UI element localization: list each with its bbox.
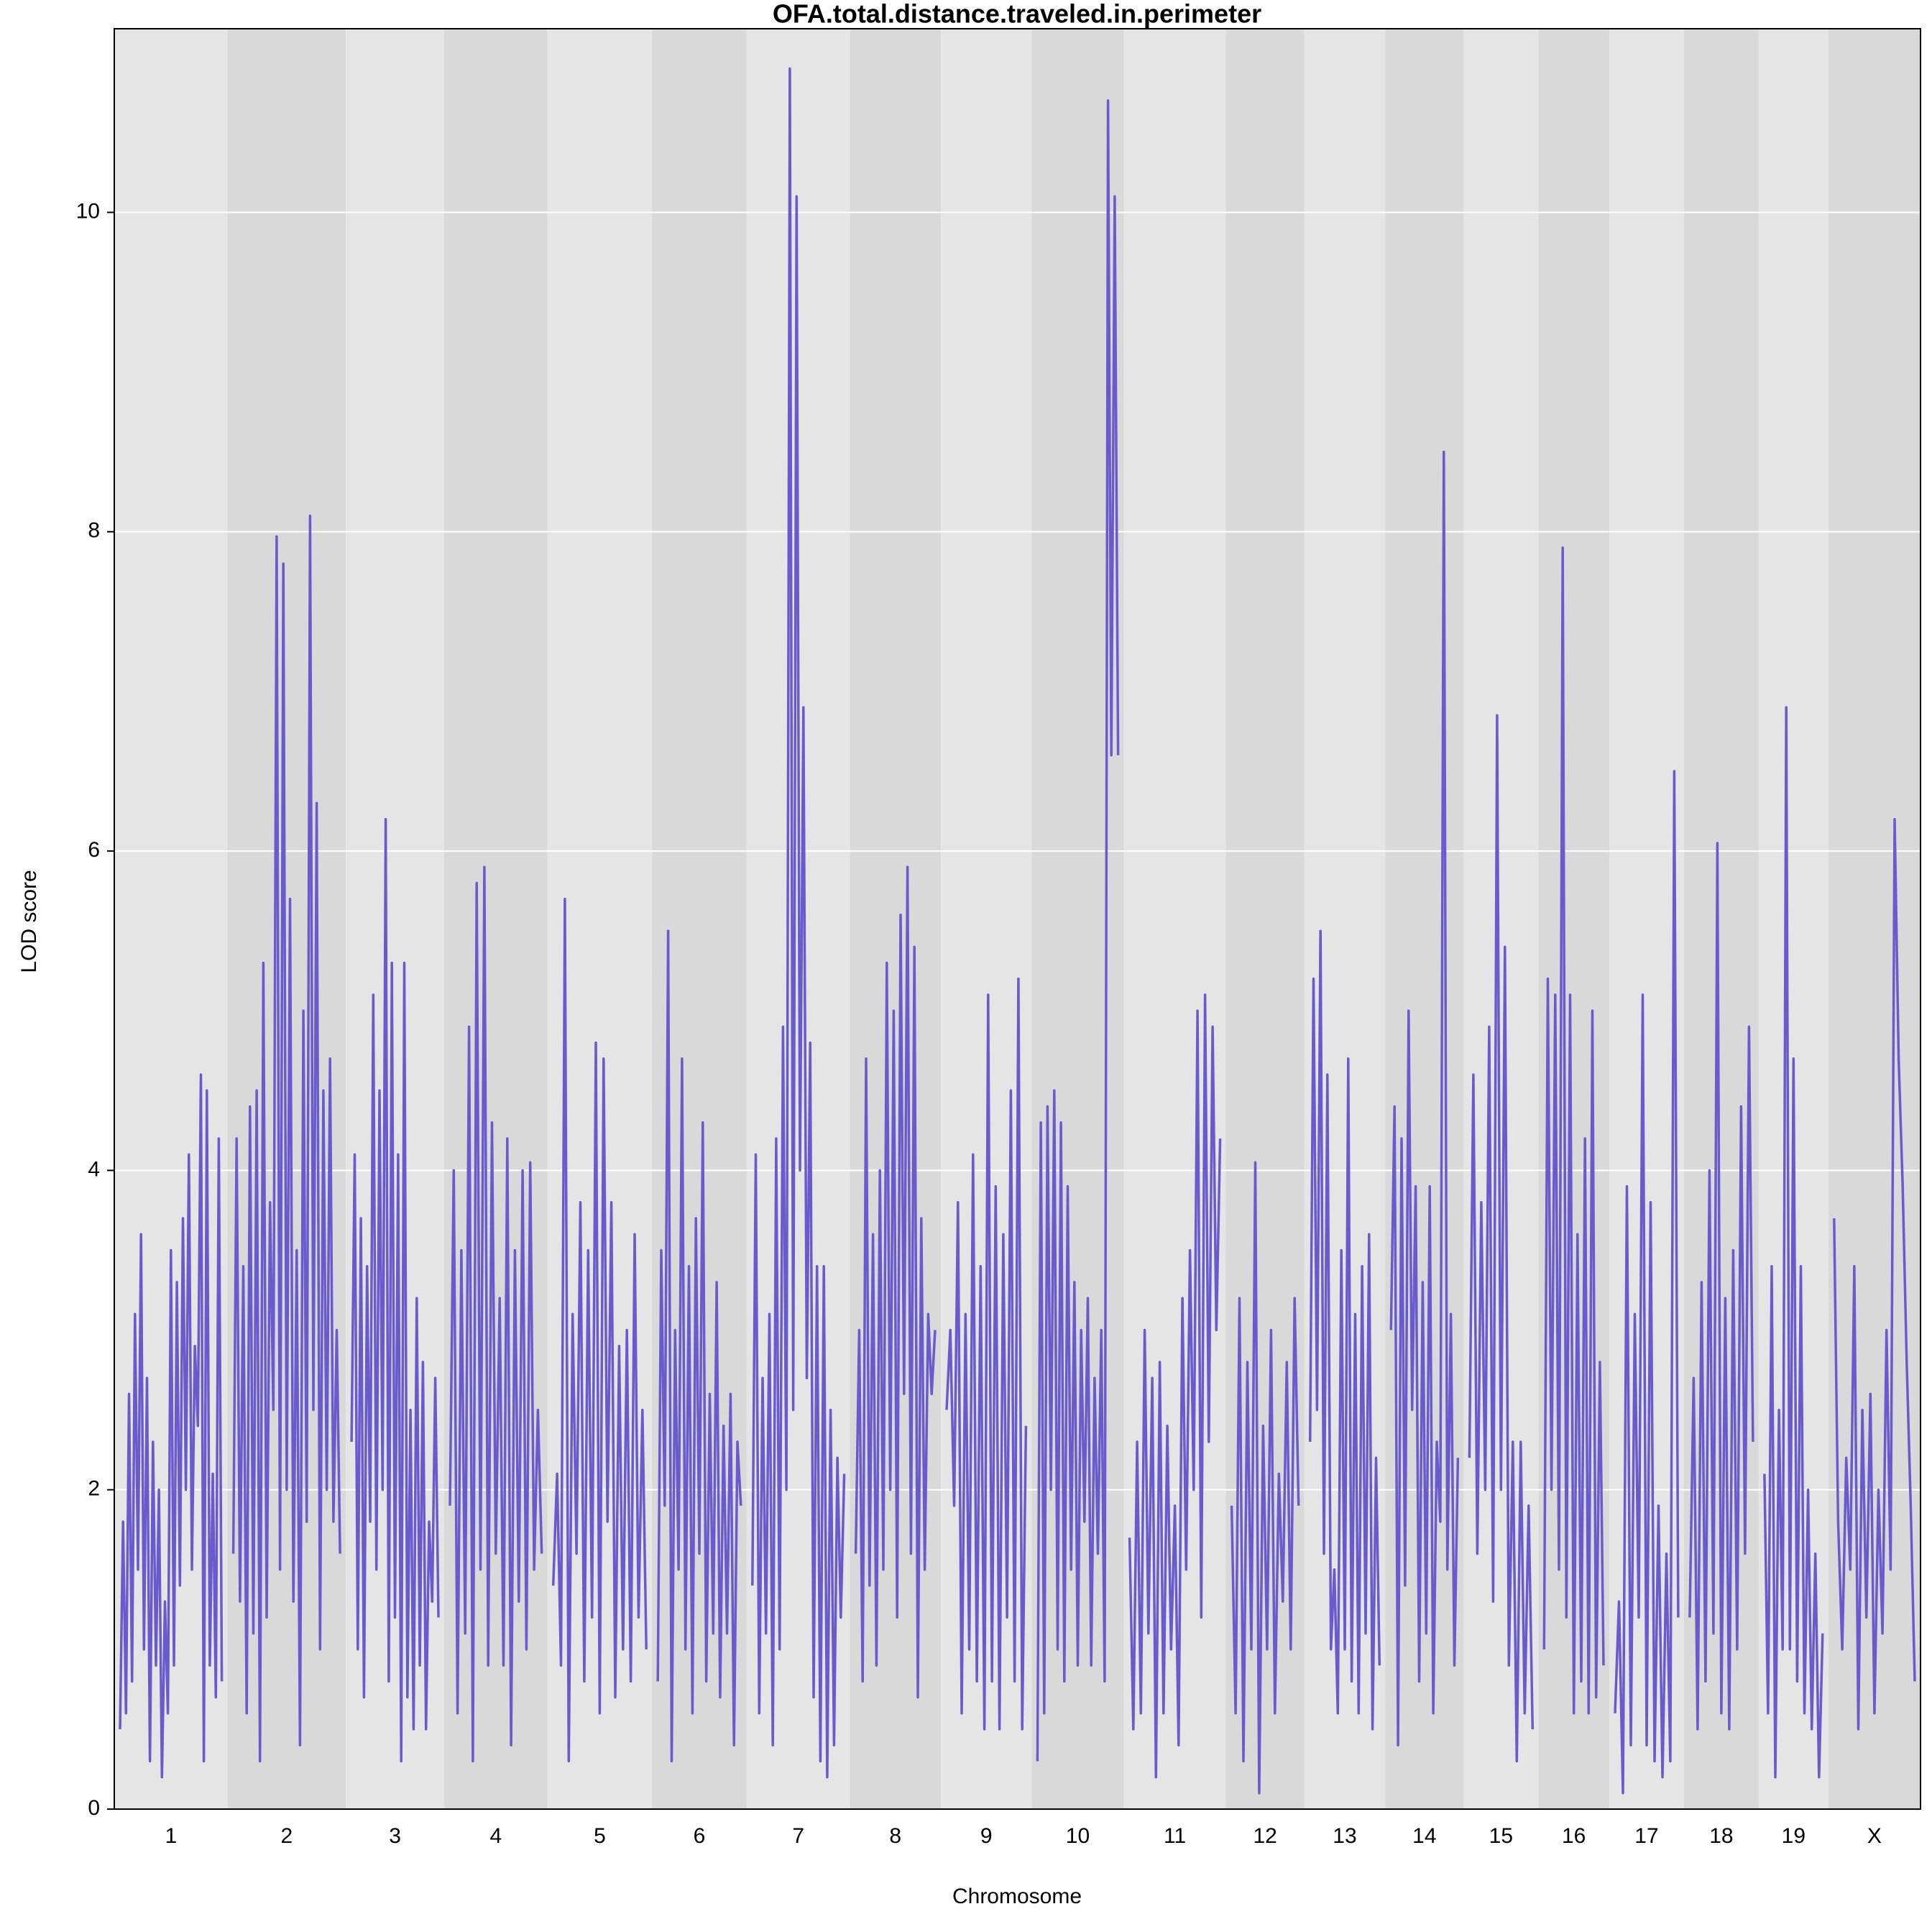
lod-line bbox=[231, 514, 341, 1763]
chromosome-label: 12 bbox=[1253, 1824, 1276, 1848]
y-tick-label: 0 bbox=[88, 1796, 100, 1820]
lod-line bbox=[1614, 770, 1680, 1795]
chromosome-label: 19 bbox=[1782, 1824, 1806, 1848]
chromosome-label: 14 bbox=[1412, 1824, 1436, 1848]
chromosome-label: 11 bbox=[1164, 1824, 1186, 1848]
chromosome-label: 15 bbox=[1489, 1824, 1513, 1848]
chromosome-label: 18 bbox=[1709, 1824, 1733, 1848]
lod-line bbox=[1833, 817, 1916, 1731]
lod-lines bbox=[119, 67, 1916, 1795]
chromosome-band bbox=[1828, 29, 1920, 1809]
y-tick-label: 10 bbox=[76, 199, 100, 223]
y-tick-label: 4 bbox=[88, 1157, 100, 1181]
y-tick-label: 6 bbox=[88, 838, 100, 862]
chromosome-label: 8 bbox=[889, 1824, 901, 1848]
chromosome-label: 3 bbox=[389, 1824, 401, 1848]
lod-line bbox=[1308, 929, 1381, 1731]
lod-line bbox=[1688, 842, 1754, 1731]
lod-line bbox=[854, 865, 937, 1699]
chromosome-label: 7 bbox=[792, 1824, 804, 1848]
lod-line bbox=[751, 67, 846, 1779]
lod-line bbox=[551, 897, 648, 1763]
chart-title: OFA.total.distance.traveled.in.perimeter bbox=[773, 0, 1261, 29]
lod-line bbox=[945, 978, 1028, 1731]
lod-line bbox=[656, 929, 742, 1763]
plot-frame bbox=[114, 28, 1921, 1810]
lod-line bbox=[1542, 546, 1605, 1715]
chromosome-label: X bbox=[1867, 1824, 1882, 1848]
lod-line bbox=[1389, 450, 1460, 1747]
lod-line bbox=[1468, 714, 1535, 1763]
x-axis-label: Chromosome bbox=[952, 1885, 1082, 1908]
lod-line bbox=[1230, 1161, 1300, 1795]
chromosome-label: 13 bbox=[1333, 1824, 1356, 1848]
chromosome-label: 2 bbox=[281, 1824, 293, 1848]
y-tick-label: 8 bbox=[88, 519, 100, 543]
chromosome-label: 17 bbox=[1634, 1824, 1658, 1848]
lod-line bbox=[1128, 993, 1222, 1779]
y-tick-label: 2 bbox=[88, 1477, 100, 1501]
chromosome-label: 5 bbox=[594, 1824, 606, 1848]
chromosome-label: 4 bbox=[489, 1824, 502, 1848]
chromosome-label: 9 bbox=[980, 1824, 993, 1848]
chromosome-label: 10 bbox=[1066, 1824, 1090, 1848]
lod-line bbox=[1036, 99, 1120, 1762]
chromosome-label: 1 bbox=[165, 1824, 177, 1848]
y-axis-label: LOD score bbox=[17, 870, 41, 972]
lod-line bbox=[448, 865, 543, 1763]
lod-line bbox=[119, 1073, 224, 1779]
lod-line bbox=[350, 817, 440, 1763]
chromosome-label: 16 bbox=[1562, 1824, 1586, 1848]
lod-line bbox=[1763, 706, 1824, 1779]
chromosome-label: 6 bbox=[694, 1824, 706, 1848]
